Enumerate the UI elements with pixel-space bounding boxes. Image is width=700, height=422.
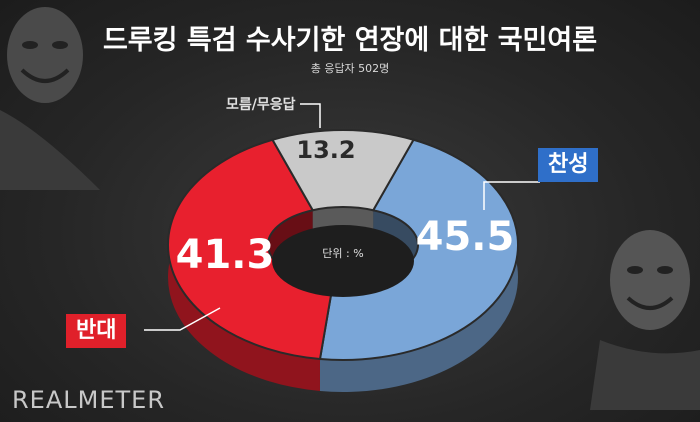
leader-line-dont-know [300,103,321,128]
legend-label-dont-know: 모름/무응답 [226,97,296,113]
slice-side-0 [319,139,518,392]
slice-2 [270,128,416,212]
mask-decoration-left [0,7,100,190]
mask-decoration-right [590,230,700,410]
slice-value-label-1: 41.3 [176,232,275,278]
chart-title: 드루킹 특검 수사기한 연장에 대한 국민여론 [102,25,598,56]
slice-0 [318,138,519,361]
donut-hole [272,225,414,297]
legend-label-oppose: 반대 [66,314,127,348]
brand-logo: REALMETER [12,386,165,414]
unit-label: 단위 : % [322,247,363,260]
leader-line-agree [483,181,540,210]
legend-label-agree: 찬성 [538,148,599,182]
slice-value-label-2: 13.2 [296,136,355,164]
leader-line-oppose [144,307,221,331]
chart-subtitle: 총 응답자 502명 [310,62,390,75]
slice-value-label-0: 45.5 [416,214,515,260]
